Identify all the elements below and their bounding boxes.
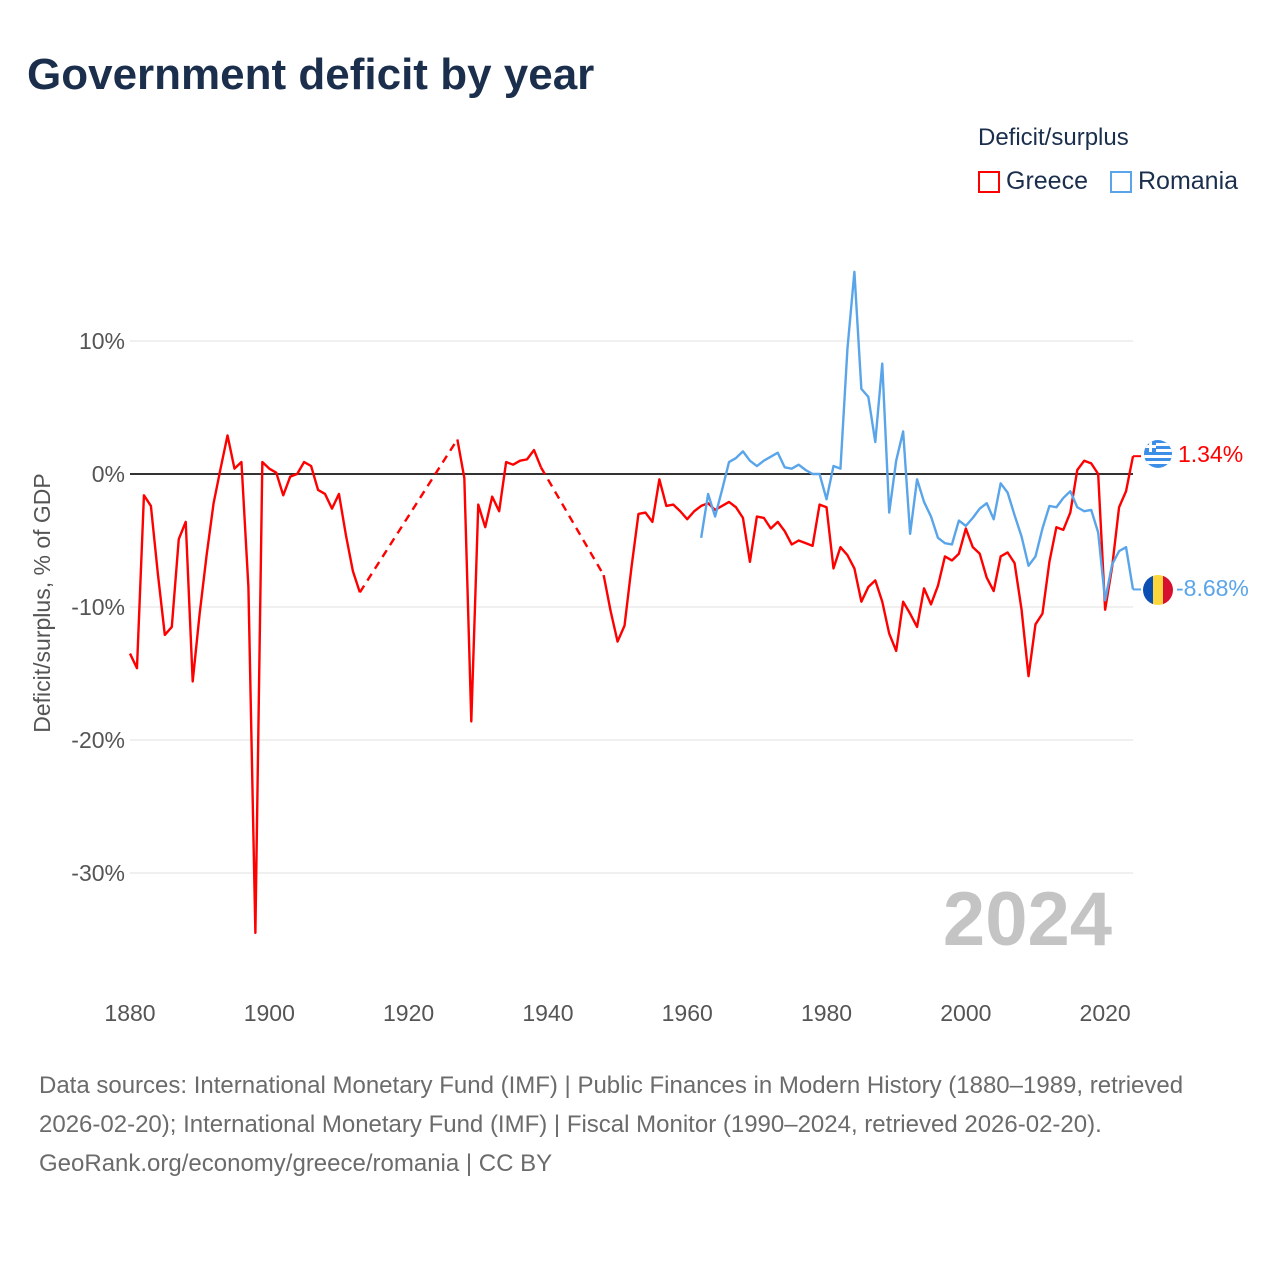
y-tick-label: -30% — [71, 860, 125, 886]
y-tick-label: 10% — [79, 328, 125, 354]
series-line — [602, 455, 1135, 678]
y-tick-label: 0% — [92, 461, 125, 487]
data-sources: Data sources: International Monetary Fun… — [39, 1072, 1184, 1138]
legend-item-romania[interactable]: Romania — [1110, 167, 1238, 196]
series-greece — [128, 434, 1141, 935]
footer: Data sources: International Monetary Fun… — [39, 1066, 1239, 1183]
legend-item-greece[interactable]: Greece — [978, 167, 1088, 196]
legend-label-romania: Romania — [1138, 167, 1239, 195]
x-tick-label: 1940 — [522, 1000, 573, 1026]
x-tick-label: 1960 — [662, 1000, 713, 1026]
x-tick-label: 2000 — [940, 1000, 991, 1026]
series-romania — [699, 270, 1141, 602]
series-gap-line — [539, 466, 605, 576]
legend-label-greece: Greece — [1006, 167, 1088, 195]
legend-title: Deficit/surplus — [978, 124, 1129, 151]
legend-swatch-romania — [1110, 170, 1132, 193]
x-tick-label: 2020 — [1080, 1000, 1131, 1026]
series-line — [456, 439, 543, 723]
line-chart: 10% 0% -10% -20% -30% 1880 1900 1920 1940 1960 198… — [29, 270, 1249, 1026]
greece-flag-icon — [1144, 440, 1172, 468]
series-line — [699, 270, 1135, 602]
chart-title: Government deficit by year — [27, 50, 595, 99]
series-line — [128, 434, 361, 935]
y-tick-label: -10% — [71, 594, 125, 620]
legend-swatch-greece — [978, 170, 1000, 193]
y-axis-label: Deficit/surplus, % of GDP — [29, 473, 55, 732]
year-watermark: 2024 — [943, 877, 1112, 962]
x-tick-label: 1900 — [244, 1000, 295, 1026]
romania-flag-icon — [1143, 575, 1173, 605]
romania-end-label: -8.68% — [1176, 575, 1249, 601]
x-tick-label: 1980 — [801, 1000, 852, 1026]
series-gap-line — [358, 438, 459, 594]
y-tick-label: -20% — [71, 727, 125, 753]
credit-link[interactable]: GeoRank.org/economy/greece/romania | CC … — [39, 1150, 553, 1177]
x-tick-label: 1880 — [104, 1000, 155, 1026]
greece-end-label: 1.34% — [1178, 441, 1243, 467]
x-tick-label: 1920 — [383, 1000, 434, 1026]
